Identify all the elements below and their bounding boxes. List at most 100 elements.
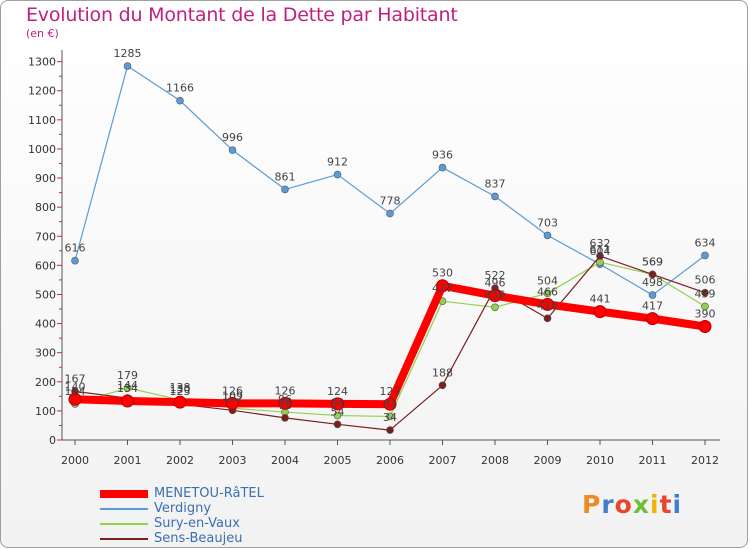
data-point xyxy=(121,394,134,408)
x-tick-label: 2005 xyxy=(324,454,352,467)
x-tick-label: 2003 xyxy=(219,454,247,467)
data-point xyxy=(386,412,394,421)
y-tick-label: 100 xyxy=(35,405,56,418)
legend-label: Verdigny xyxy=(154,501,212,516)
data-label: 167 xyxy=(65,372,86,385)
data-point xyxy=(438,163,447,172)
data-point xyxy=(543,314,552,323)
data-point xyxy=(383,397,397,411)
legend-item: MENETOU-RâTEL xyxy=(100,486,264,501)
data-point xyxy=(593,305,607,319)
y-tick-label: 400 xyxy=(35,318,56,331)
y-tick-label: 200 xyxy=(35,376,56,389)
data-label: 634 xyxy=(695,236,716,249)
legend-item: Verdigny xyxy=(100,501,264,516)
proxiti-logo: Proxiti xyxy=(582,490,683,519)
x-tick-label: 2000 xyxy=(61,454,89,467)
data-point xyxy=(281,185,289,194)
data-label: 138 xyxy=(170,381,191,394)
legend-item: Sury-en-Vaux xyxy=(100,516,264,531)
x-tick-label: 2001 xyxy=(114,454,142,467)
data-label: 34 xyxy=(383,411,397,424)
data-label: 130 xyxy=(170,383,191,396)
y-tick-label: 1100 xyxy=(28,114,56,127)
data-label: 109 xyxy=(222,389,243,402)
data-label: 530 xyxy=(432,267,453,280)
data-label: 441 xyxy=(590,293,611,306)
x-tick-label: 2008 xyxy=(481,454,509,467)
y-tick-label: 1300 xyxy=(28,56,56,69)
data-point xyxy=(123,384,132,392)
x-tick-label: 2010 xyxy=(586,454,614,467)
data-label: 466 xyxy=(537,285,558,298)
y-tick-label: 500 xyxy=(35,288,56,301)
data-label: 477 xyxy=(432,282,453,295)
data-label: 123 xyxy=(170,385,191,398)
x-tick-label: 2006 xyxy=(376,454,404,467)
data-label: 498 xyxy=(642,276,663,289)
y-tick-label: 700 xyxy=(35,230,56,243)
legend-item: Sens-Beaujeu xyxy=(100,531,264,546)
legend-label: Sury-en-Vaux xyxy=(154,516,240,531)
data-label: 912 xyxy=(327,156,348,169)
data-label: 496 xyxy=(485,277,506,290)
x-tick-label: 2009 xyxy=(534,454,562,467)
data-point xyxy=(331,397,344,411)
data-label: 144 xyxy=(117,379,138,392)
data-label: 456 xyxy=(485,288,506,301)
y-tick-label: 300 xyxy=(35,347,56,360)
series-line-verdigny xyxy=(74,65,706,296)
data-point xyxy=(173,395,187,409)
data-label: 996 xyxy=(222,131,243,144)
data-label: 506 xyxy=(695,274,716,287)
data-label: 124 xyxy=(327,385,348,398)
data-point xyxy=(438,381,447,390)
y-tick-label: 1000 xyxy=(28,143,56,156)
x-tick-label: 2002 xyxy=(166,454,194,467)
data-point xyxy=(488,289,502,303)
data-label: 611 xyxy=(590,243,611,256)
data-point xyxy=(648,291,657,299)
data-point xyxy=(491,303,499,312)
data-label: 134 xyxy=(117,382,138,395)
data-point xyxy=(491,192,499,201)
data-point xyxy=(701,251,709,260)
x-tick-label: 2011 xyxy=(639,454,667,467)
data-point xyxy=(278,396,292,410)
data-label: 861 xyxy=(275,170,296,183)
data-label: 54 xyxy=(331,405,345,418)
data-label: 936 xyxy=(432,149,453,162)
data-label: 124 xyxy=(65,385,86,398)
x-tick-label: 2007 xyxy=(429,454,457,467)
x-tick-label: 2004 xyxy=(271,454,299,467)
data-point xyxy=(698,319,712,333)
data-label: 459 xyxy=(695,287,716,300)
y-tick-label: 900 xyxy=(35,172,56,185)
data-point xyxy=(386,209,394,218)
data-point xyxy=(648,270,657,279)
data-label: 126 xyxy=(222,384,243,397)
data-label: 126 xyxy=(275,384,296,397)
data-point xyxy=(71,256,79,265)
data-point xyxy=(701,302,709,311)
chart-title: Evolution du Montant de la Dette par Hab… xyxy=(26,4,458,26)
x-tick-label: 2012 xyxy=(691,454,719,467)
data-label: 84 xyxy=(331,397,345,410)
data-label: 1285 xyxy=(114,47,142,60)
data-label: 81 xyxy=(383,397,397,410)
data-point xyxy=(68,392,82,406)
data-point xyxy=(436,279,449,293)
y-tick-label: 600 xyxy=(35,259,56,272)
legend-swatch xyxy=(100,522,148,525)
data-label: 703 xyxy=(537,216,558,229)
data-point xyxy=(333,170,342,179)
data-point xyxy=(386,426,394,434)
data-point xyxy=(543,289,552,298)
data-point xyxy=(646,312,659,326)
data-point xyxy=(228,146,237,154)
data-label: 604 xyxy=(590,245,611,258)
data-point xyxy=(541,297,554,311)
legend-label: Sens-Beaujeu xyxy=(154,531,243,546)
